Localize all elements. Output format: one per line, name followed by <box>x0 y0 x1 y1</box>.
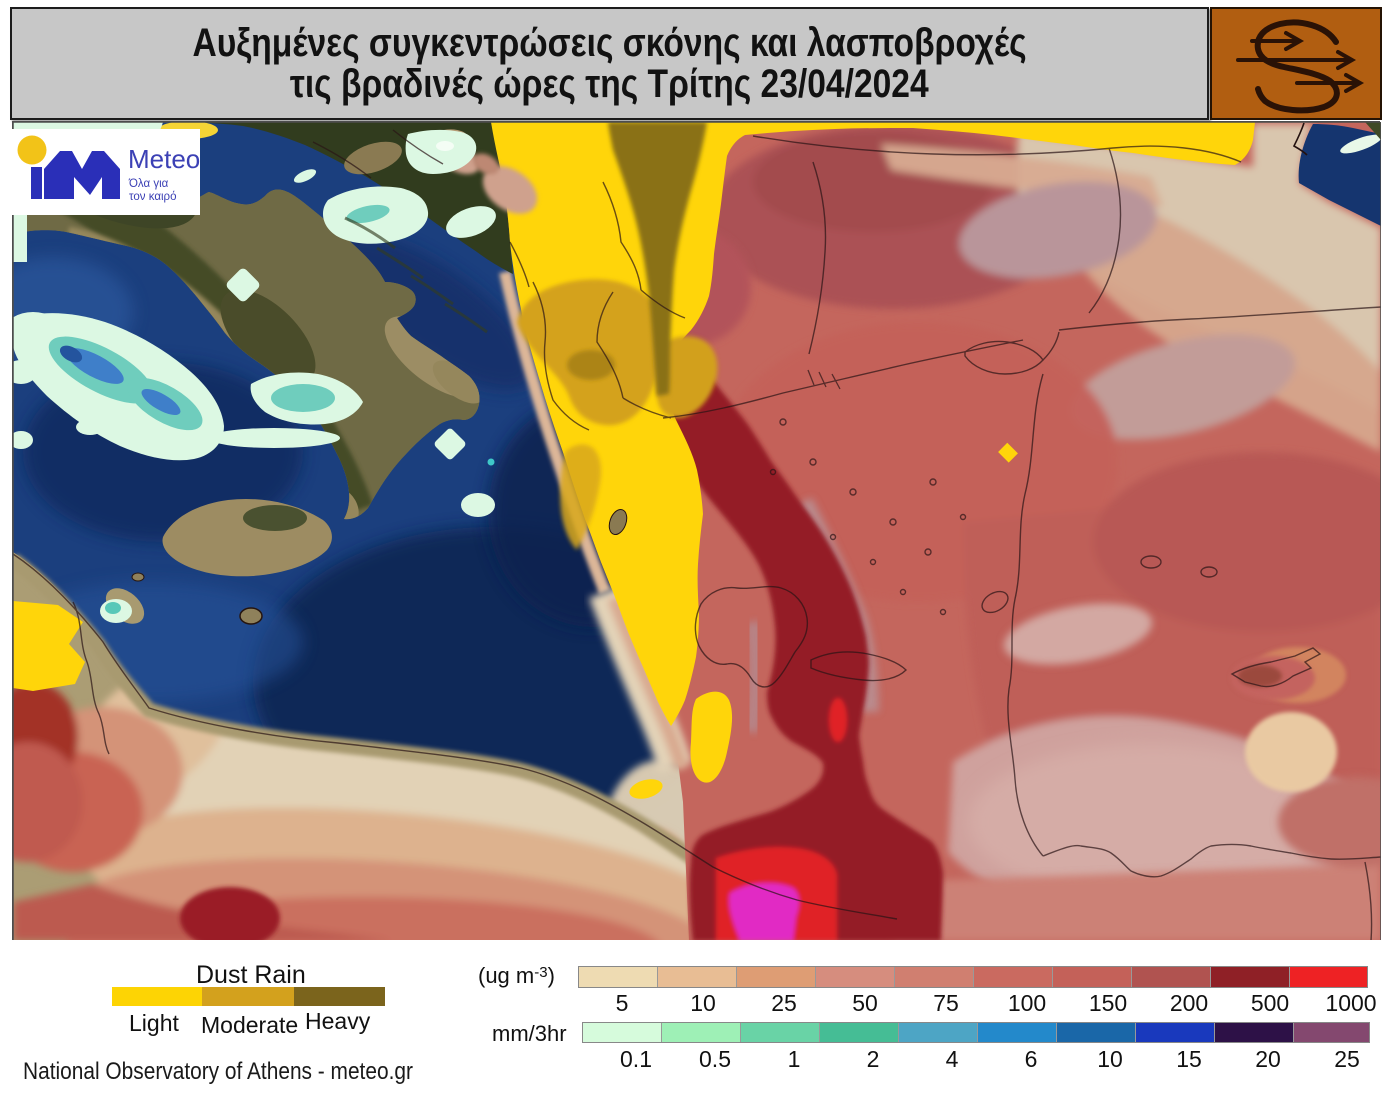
svg-text:Όλα για: Όλα για <box>128 178 169 190</box>
svg-text:Meteo: Meteo <box>128 144 200 174</box>
svg-text:τον καιρό: τον καιρό <box>129 191 176 203</box>
